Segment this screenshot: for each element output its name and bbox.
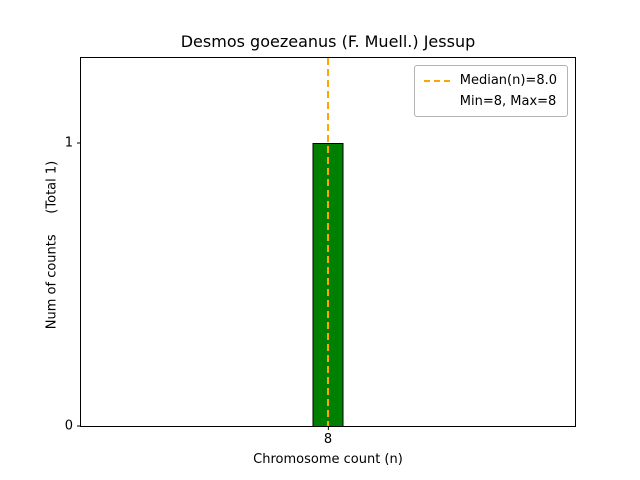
median-line	[327, 58, 329, 426]
x-tick-label: 8	[323, 432, 333, 447]
y-tick: 1	[65, 136, 81, 149]
legend-item-median: Median(n)=8.0	[423, 73, 557, 88]
y-tick-mark	[77, 425, 81, 427]
y-tick-mark	[77, 142, 81, 144]
x-tick-mark	[327, 426, 329, 430]
y-axis-label: Num of counts (Total 1)	[44, 160, 60, 330]
legend-item-minmax: Min=8, Max=8	[424, 94, 557, 109]
legend: Median(n)=8.0 Min=8, Max=8	[413, 65, 568, 117]
chart-title: Desmos goezeanus (F. Muell.) Jessup	[180, 32, 476, 51]
legend-label-median: Median(n)=8.0	[459, 73, 557, 88]
plot-area: Median(n)=8.0 Min=8, Max=8 0 1 8	[65, 57, 576, 446]
legend-label-minmax: Min=8, Max=8	[459, 94, 557, 109]
median-dashed-line-swatch	[423, 79, 451, 82]
x-axis-label: Chromosome count (n)	[253, 452, 403, 467]
y-tick-label: 0	[64, 418, 73, 434]
y-tick: 0	[65, 420, 81, 433]
y-tick-label: 1	[64, 135, 73, 151]
x-tick: 8	[324, 426, 332, 446]
